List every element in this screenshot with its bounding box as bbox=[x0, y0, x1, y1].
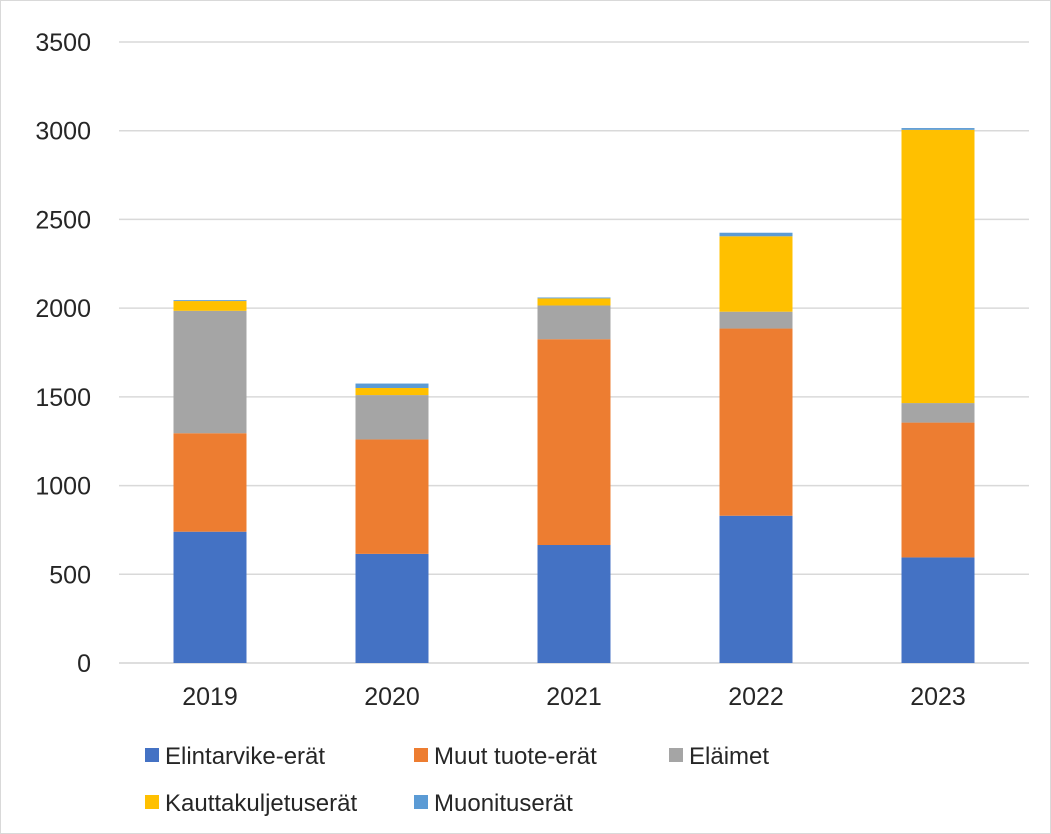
bar-segment-2022-3 bbox=[719, 236, 793, 312]
legend-swatch bbox=[669, 748, 683, 762]
legend-swatch bbox=[145, 795, 159, 809]
legend-item: Kauttakuljetuserät bbox=[145, 790, 357, 817]
bar-stack-2021 bbox=[537, 297, 611, 663]
legend-label: Elintarvike-erät bbox=[165, 743, 325, 770]
bars bbox=[173, 128, 975, 663]
bar-segment-2020-3 bbox=[355, 387, 429, 396]
y-tick-label: 1000 bbox=[35, 473, 91, 501]
bar-segment-2022-4 bbox=[719, 232, 793, 237]
bar-stack-2023 bbox=[901, 128, 975, 663]
bar-stack-2019 bbox=[173, 300, 247, 663]
bar-stack-2022 bbox=[719, 232, 793, 663]
legend-item: Muut tuote-erät bbox=[414, 743, 597, 770]
x-tick-label: 2022 bbox=[728, 683, 784, 711]
bar-segment-2021-2 bbox=[537, 305, 611, 340]
bar-segment-2022-0 bbox=[719, 515, 793, 663]
bar-segment-2020-4 bbox=[355, 383, 429, 388]
x-tick-label: 2023 bbox=[910, 683, 966, 711]
bar-segment-2021-1 bbox=[537, 339, 611, 546]
bar-segment-2023-1 bbox=[901, 422, 975, 558]
bar-segment-2022-1 bbox=[719, 328, 793, 516]
bar-segment-2023-4 bbox=[901, 128, 975, 130]
legend-swatch bbox=[145, 748, 159, 762]
x-tick-label: 2020 bbox=[364, 683, 420, 711]
bar-segment-2022-2 bbox=[719, 311, 793, 329]
y-tick-label: 500 bbox=[49, 561, 91, 589]
legend-label: Muonituserät bbox=[434, 790, 573, 817]
bar-segment-2023-0 bbox=[901, 557, 975, 663]
y-tick-label: 0 bbox=[77, 650, 91, 678]
y-tick-label: 2000 bbox=[35, 295, 91, 323]
bar-segment-2021-4 bbox=[537, 297, 611, 299]
bar-segment-2020-0 bbox=[355, 553, 429, 663]
bar-segment-2021-3 bbox=[537, 298, 611, 306]
x-tick-label: 2019 bbox=[182, 683, 238, 711]
bar-segment-2019-4 bbox=[173, 300, 247, 302]
legend-item: Elintarvike-erät bbox=[145, 743, 325, 770]
bar-stack-2020 bbox=[355, 383, 429, 663]
bar-segment-2021-0 bbox=[537, 545, 611, 663]
y-tick-label: 3000 bbox=[35, 118, 91, 146]
y-axis-tick-labels: 0 500 1000 1500 2000 2500 3000 3500 bbox=[35, 29, 91, 678]
legend-label: Eläimet bbox=[689, 743, 769, 770]
bar-segment-2023-3 bbox=[901, 129, 975, 404]
bar-segment-2019-1 bbox=[173, 433, 247, 532]
legend-item: Muonituserät bbox=[414, 790, 573, 817]
bar-segment-2019-2 bbox=[173, 310, 247, 434]
bar-segment-2019-0 bbox=[173, 531, 247, 663]
bar-segment-2019-3 bbox=[173, 301, 247, 311]
legend-swatch bbox=[414, 795, 428, 809]
x-tick-label: 2021 bbox=[546, 683, 602, 711]
y-tick-label: 1500 bbox=[35, 384, 91, 412]
bar-segment-2020-1 bbox=[355, 439, 429, 554]
bar-segment-2023-2 bbox=[901, 403, 975, 423]
y-tick-label: 2500 bbox=[35, 206, 91, 234]
legend-item: Eläimet bbox=[669, 743, 769, 770]
legend-label: Kauttakuljetuserät bbox=[165, 790, 357, 817]
y-tick-label: 3500 bbox=[35, 29, 91, 57]
legend: Elintarvike-erät Muut tuote-erät Eläimet Ka… bbox=[145, 743, 769, 817]
bar-segment-2020-2 bbox=[355, 395, 429, 440]
legend-label: Muut tuote-erät bbox=[434, 743, 597, 770]
legend-swatch bbox=[414, 748, 428, 762]
x-axis-tick-labels: 2019 2020 2021 2022 2023 bbox=[182, 683, 966, 711]
